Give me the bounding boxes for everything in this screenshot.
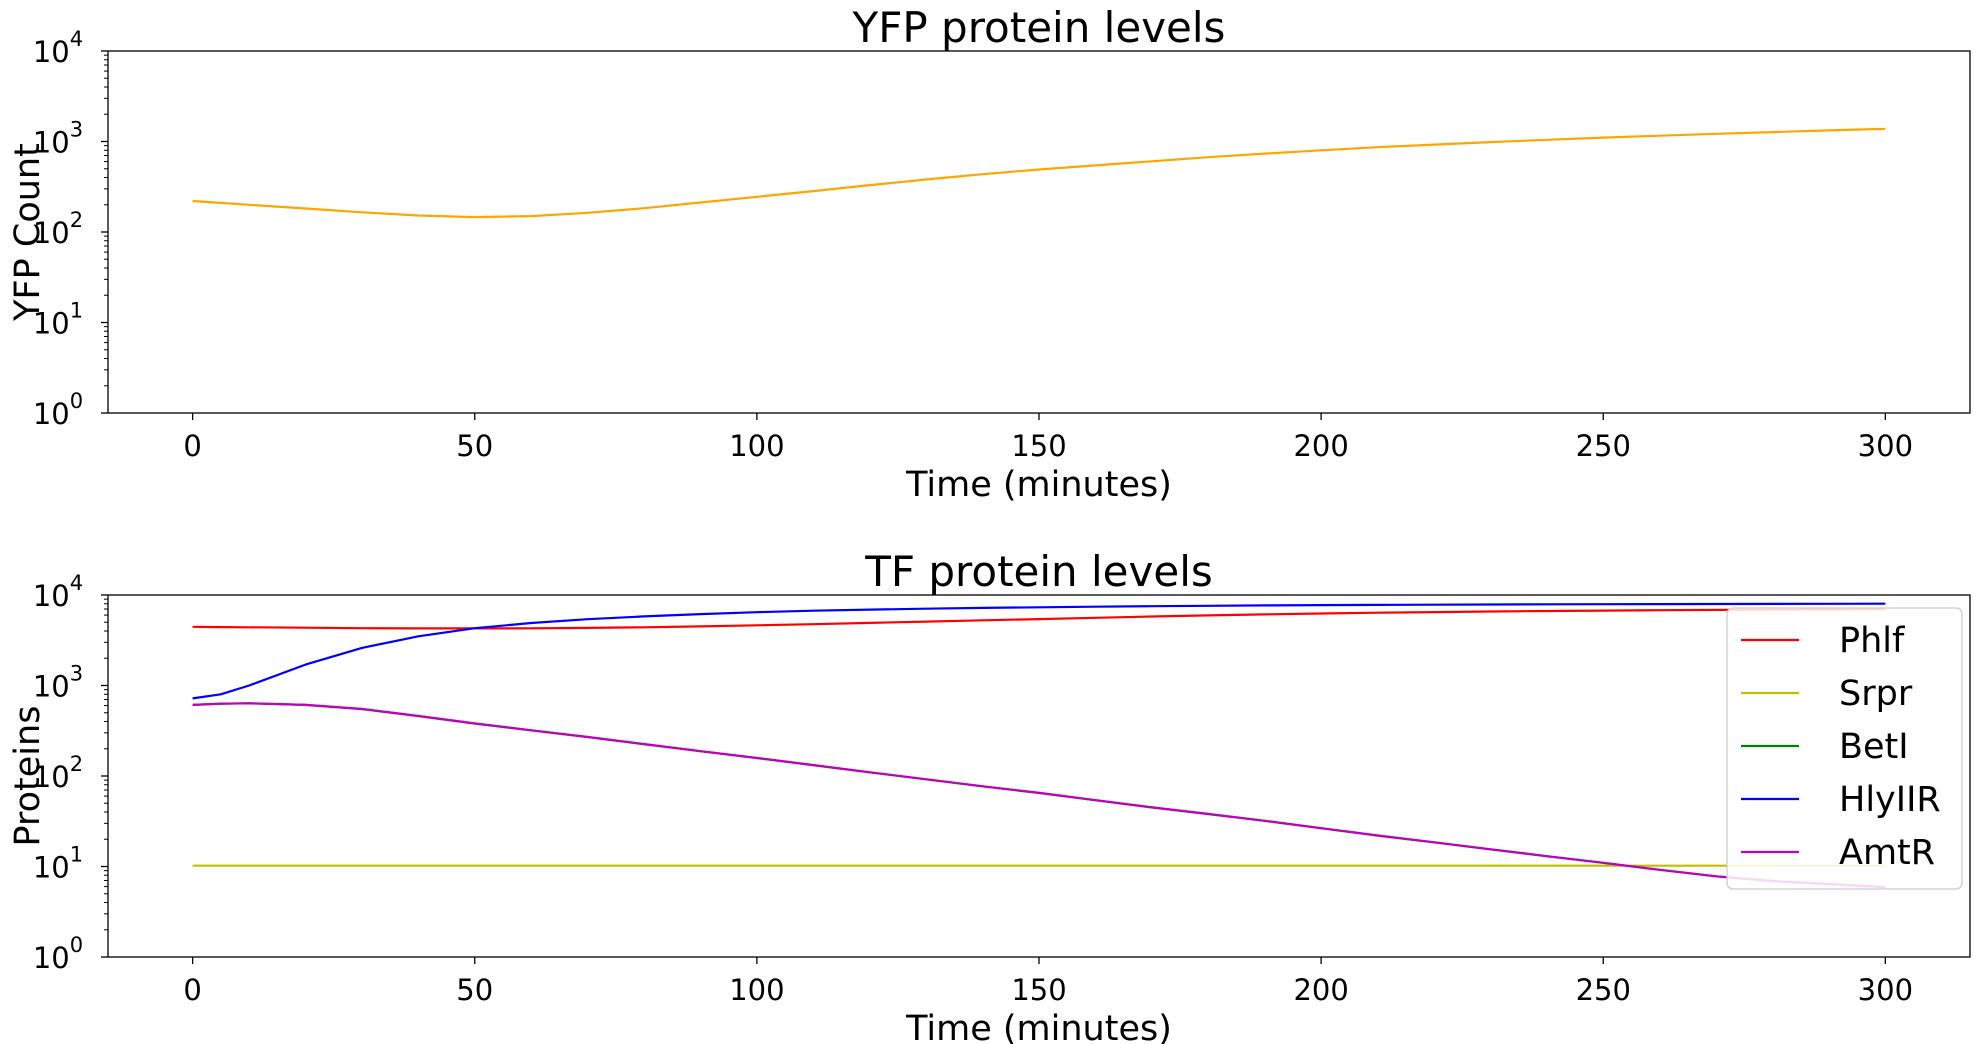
y-tick-exponent: 0 [70,933,83,957]
y-tick-label: 101 [33,299,83,341]
series-line-beti [192,702,1886,889]
y-tick-base: 10 [33,941,70,975]
y-tick-label: 102 [33,208,83,250]
series-line-amtr [192,702,1886,889]
x-tick-label: 200 [1293,973,1348,1007]
legend-label-beti: BetI [1839,727,1909,767]
plot-frame [107,594,1971,958]
y-tick-exponent: 0 [70,389,83,413]
y-tick-base: 10 [33,35,70,69]
x-tick-label: 100 [729,429,784,463]
x-axis-label: Time (minutes) [905,465,1172,505]
x-tick-label: 300 [1858,973,1913,1007]
x-axis-label: Time (minutes) [905,1009,1172,1044]
legend-label-hlyiir: HlyIIR [1839,780,1941,820]
y-tick-label: 101 [33,843,83,885]
legend: Phlf Srpr BetI HlyIIR AmtR [1726,607,1963,890]
y-tick-base: 10 [33,670,70,704]
y-tick-exponent: 4 [70,27,83,51]
y-axis-label: Proteins [8,706,48,847]
series-line-yfp [192,127,1886,219]
series-line-phlf [192,608,1886,630]
y-tick-base: 10 [33,397,70,431]
x-tick-label: 100 [729,973,784,1007]
y-tick-base: 10 [33,216,70,250]
y-tick-base: 10 [33,851,70,885]
x-tick-label: 150 [1011,429,1066,463]
y-tick-label: 104 [33,27,83,69]
chart-title: TF protein levels [864,547,1213,596]
x-tick-label: 0 [183,429,201,463]
y-tick-base: 10 [33,760,70,794]
x-tick-label: 50 [456,429,493,463]
y-tick-exponent: 4 [70,571,83,595]
y-axis-label: YFP Count [8,143,48,322]
plot-frame [107,50,1971,414]
y-tick-label: 100 [33,933,83,975]
x-tick-label: 50 [456,973,493,1007]
y-tick-base: 10 [33,126,70,160]
y-tick-exponent: 3 [70,662,83,686]
y-tick-exponent: 3 [70,118,83,142]
chart-title: YFP protein levels [852,3,1226,52]
y-tick-exponent: 1 [70,843,83,867]
legend-label-phlf: Phlf [1839,621,1905,661]
x-tick-label: 250 [1576,973,1631,1007]
y-tick-label: 104 [33,571,83,613]
x-tick-label: 150 [1011,973,1066,1007]
x-tick-label: 200 [1293,429,1348,463]
x-tick-label: 0 [183,973,201,1007]
y-tick-label: 102 [33,752,83,794]
y-tick-exponent: 2 [70,208,83,232]
y-tick-exponent: 2 [70,752,83,776]
y-tick-label: 103 [33,662,83,704]
x-axis: 0 50 100 150 200 250 300 [183,413,1913,463]
y-tick-base: 10 [33,579,70,613]
legend-box [1726,607,1963,890]
y-tick-label: 100 [33,389,83,431]
x-axis: 0 50 100 150 200 250 300 [183,957,1913,1007]
x-tick-label: 300 [1858,429,1913,463]
legend-label-srpr: Srpr [1839,674,1913,714]
y-tick-base: 10 [33,307,70,341]
y-tick-label: 103 [33,118,83,160]
y-tick-exponent: 1 [70,299,83,323]
x-tick-label: 250 [1576,429,1631,463]
legend-label-amtr: AmtR [1839,833,1935,873]
series-line-hlyiir [192,602,1886,700]
